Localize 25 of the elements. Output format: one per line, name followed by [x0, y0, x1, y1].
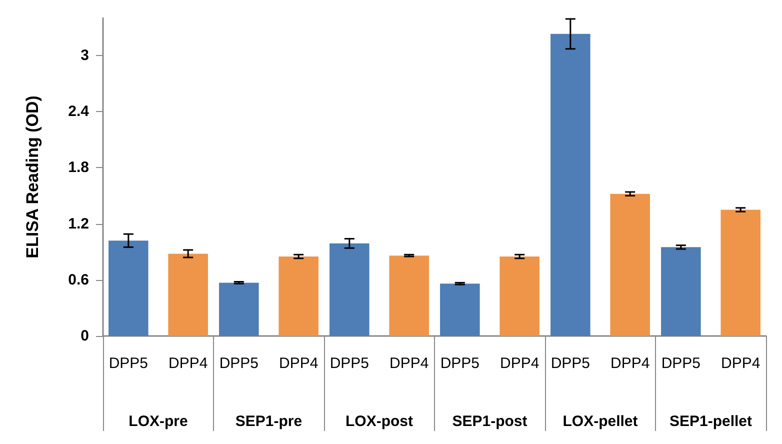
text: DPP4: [278, 355, 318, 372]
text: DPP4: [720, 355, 760, 372]
text: DPP4: [610, 355, 650, 372]
text: DPP5: [550, 355, 590, 372]
text: DPP5: [219, 355, 259, 372]
y-tick-label: 0: [80, 328, 89, 344]
x-tick-label: SEP1-post: [452, 413, 528, 430]
text: DPP5: [330, 355, 370, 372]
text: DPP4: [389, 355, 429, 372]
y-tick-label: 1.2: [68, 215, 89, 232]
text: DPP5: [440, 355, 480, 372]
text: DPP5: [661, 355, 701, 372]
x-tick-label: LOX-post: [346, 413, 413, 430]
y-axis-title: ELISA Reading (OD): [23, 96, 42, 258]
y-tick-label: 0.6: [68, 271, 89, 288]
x-tick-label: LOX-pellet: [562, 413, 638, 430]
text: DPP4: [500, 355, 540, 372]
y-tick-label: 2.4: [68, 103, 90, 120]
y-tick-label: 3: [80, 46, 89, 64]
x-tick-label: LOX-pre: [128, 413, 188, 430]
y-tick-label: 1.8: [68, 159, 89, 176]
x-tick-label: SEP1-pellet: [669, 413, 752, 430]
x-tick-label: SEP1-pre: [235, 413, 302, 430]
series-label: DPP4: [168, 355, 208, 372]
series-label: DPP5: [108, 355, 148, 372]
